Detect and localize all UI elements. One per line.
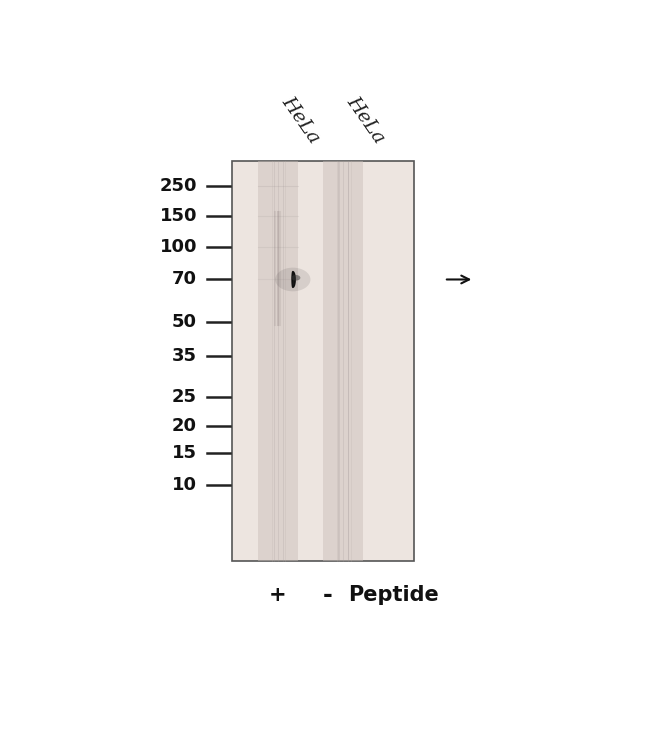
Bar [323,161,363,561]
Text: 250: 250 [160,177,197,195]
Text: 150: 150 [160,207,197,225]
Text: 100: 100 [160,238,197,255]
Text: 15: 15 [172,444,197,462]
Bar [257,161,298,561]
Text: HeLa: HeLa [343,93,389,147]
Text: 35: 35 [172,346,197,365]
Text: 50: 50 [172,313,197,331]
Text: 25: 25 [172,388,197,406]
Text: 10: 10 [172,477,197,494]
Text: 20: 20 [172,417,197,435]
Text: +: + [269,585,287,605]
Polygon shape [292,272,295,288]
Ellipse shape [291,275,300,280]
Text: Peptide: Peptide [348,585,439,605]
Bar [233,161,414,561]
Text: -: - [323,583,333,607]
Ellipse shape [275,268,311,291]
Text: 70: 70 [172,271,197,288]
Text: HeLa: HeLa [278,93,323,147]
